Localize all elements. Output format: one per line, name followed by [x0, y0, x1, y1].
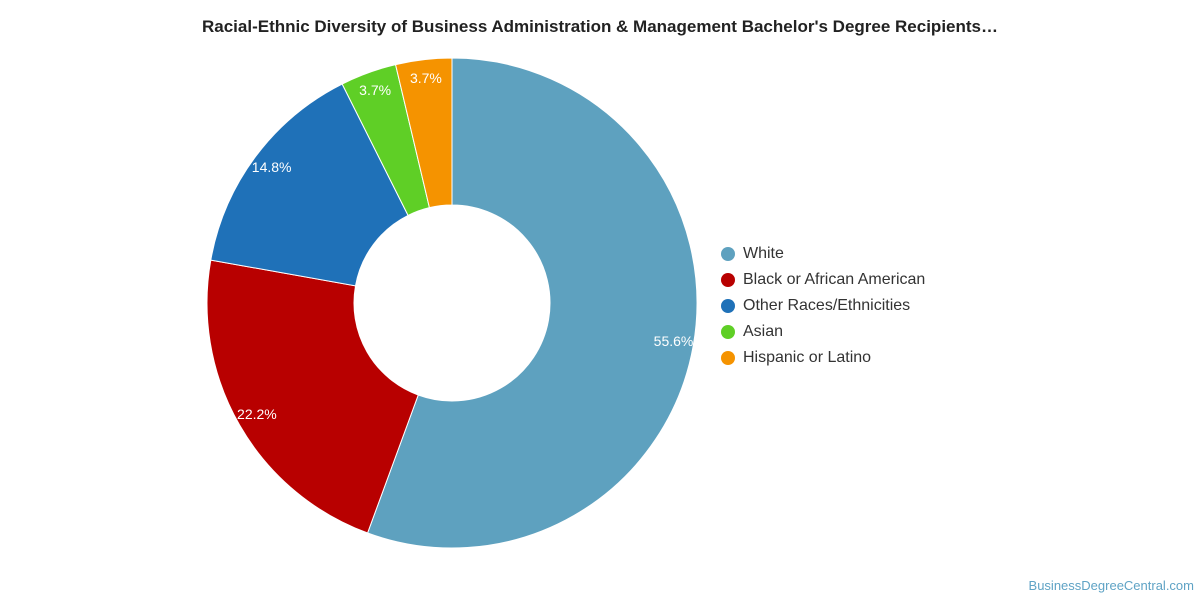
legend-label-other-races-ethnicities: Other Races/Ethnicities	[743, 297, 911, 314]
legend-label-black-or-african-american: Black or African American	[743, 271, 926, 288]
slice-other-races-ethnicities[interactable]	[210, 83, 409, 287]
legend-swatch-other-races-ethnicities	[721, 299, 735, 313]
legend: White Black or African American Other Ra…	[721, 241, 925, 371]
legend-swatch-hispanic-or-latino	[721, 351, 735, 365]
legend-item-other-races-ethnicities[interactable]: Other Races/Ethnicities	[721, 293, 925, 319]
legend-item-white[interactable]: White	[721, 241, 925, 267]
legend-label-asian: Asian	[743, 323, 784, 340]
legend-item-black-or-african-american[interactable]: Black or African American	[721, 267, 925, 293]
slice-label-black-or-african-american: 22.2%	[237, 406, 277, 422]
slice-label-asian: 3.7%	[359, 82, 391, 98]
slice-black-or-african-american[interactable]	[206, 259, 419, 534]
slice-white[interactable]	[366, 57, 698, 549]
legend-swatch-black-or-african-american	[721, 273, 735, 287]
source-credit[interactable]: BusinessDegreeCentral.com	[1028, 578, 1194, 593]
legend-label-hispanic-or-latino: Hispanic or Latino	[743, 349, 872, 366]
legend-item-hispanic-or-latino[interactable]: Hispanic or Latino	[721, 345, 925, 371]
legend-label-white: White	[743, 245, 784, 262]
slice-hispanic-or-latino[interactable]	[394, 57, 453, 209]
legend-swatch-white	[721, 247, 735, 261]
legend-swatch-asian	[721, 325, 735, 339]
slice-label-hispanic-or-latino: 3.7%	[410, 70, 442, 86]
legend-item-asian[interactable]: Asian	[721, 319, 925, 345]
slice-label-other-races-ethnicities: 14.8%	[252, 159, 292, 175]
slice-label-white: 55.6%	[654, 333, 694, 349]
chart-title: Racial-Ethnic Diversity of Business Admi…	[201, 17, 998, 36]
